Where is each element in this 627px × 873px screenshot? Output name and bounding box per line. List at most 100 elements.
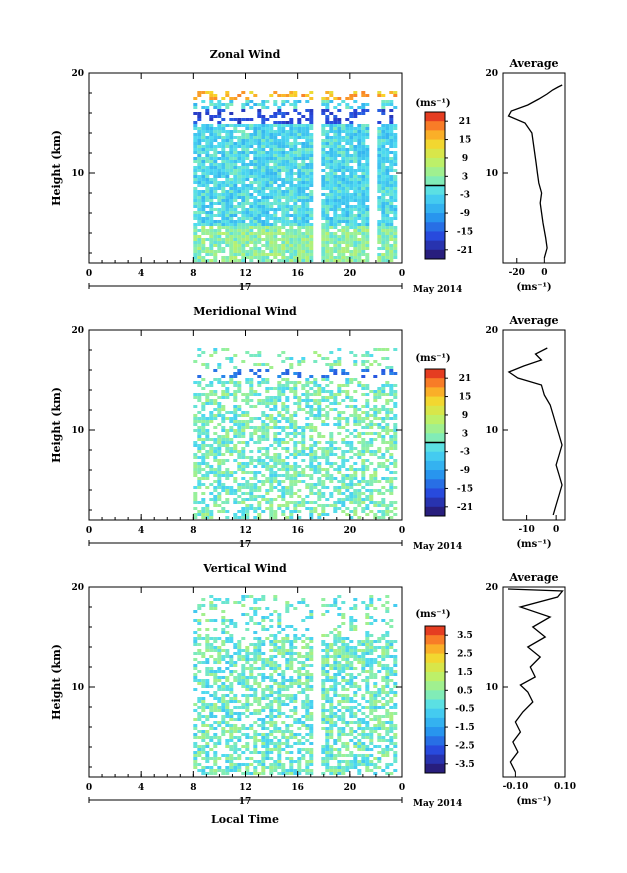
- heatmap-cell: [249, 145, 254, 148]
- heatmap-cell: [365, 480, 370, 483]
- heatmap-cell: [245, 667, 250, 670]
- heatmap-cell: [325, 163, 330, 166]
- heatmap-cell: [337, 384, 342, 387]
- heatmap-cell: [385, 643, 390, 646]
- heatmap-cell: [221, 211, 226, 214]
- heatmap-cell: [249, 133, 254, 136]
- heatmap-cell: [325, 256, 330, 259]
- heatmap-cell: [221, 658, 226, 661]
- heatmap-cell: [245, 208, 250, 211]
- heatmap-cell: [225, 229, 230, 232]
- heatmap-cell: [329, 151, 334, 154]
- heatmap-cell: [265, 172, 270, 175]
- heatmap-cell: [193, 652, 198, 655]
- heatmap-cell: [293, 256, 298, 259]
- heatmap-cell: [285, 625, 290, 628]
- heatmap-cell: [237, 712, 242, 715]
- heatmap-cell: [301, 133, 306, 136]
- heatmap-cell: [349, 679, 354, 682]
- heatmap-cell: [193, 709, 198, 712]
- heatmap-cell: [221, 163, 226, 166]
- heatmap-cell: [209, 139, 214, 142]
- heatmap-cell: [393, 655, 398, 658]
- heatmap-cell: [293, 172, 298, 175]
- heatmap-cell: [213, 223, 218, 226]
- heatmap-cell: [349, 235, 354, 238]
- heatmap-cell: [233, 157, 238, 160]
- heatmap-cell: [389, 510, 394, 513]
- heatmap-cell: [353, 378, 358, 381]
- heatmap-cell: [377, 259, 382, 262]
- heatmap-cell: [393, 459, 398, 462]
- heatmap-cell: [253, 127, 258, 130]
- heatmap-cell: [193, 727, 198, 730]
- heatmap-cell: [309, 724, 314, 727]
- heatmap-cell: [293, 492, 298, 495]
- heatmap-cell: [197, 348, 202, 351]
- heatmap-cell: [361, 208, 366, 211]
- heatmap-cell: [201, 250, 206, 253]
- heatmap-cell: [325, 217, 330, 220]
- heatmap-cell: [281, 148, 286, 151]
- heatmap-cell: [209, 601, 214, 604]
- heatmap-cell: [289, 697, 294, 700]
- heatmap-cell: [221, 157, 226, 160]
- heatmap-cell: [221, 97, 226, 100]
- heatmap-cell: [285, 504, 290, 507]
- heatmap-cell: [205, 634, 210, 637]
- heatmap-cell: [357, 483, 362, 486]
- heatmap-cell: [369, 601, 374, 604]
- heatmap-cell: [297, 241, 302, 244]
- heatmap-cell: [245, 232, 250, 235]
- heatmap-cell: [389, 471, 394, 474]
- heatmap-cell: [333, 447, 338, 450]
- heatmap-cell: [293, 202, 298, 205]
- heatmap-cell: [373, 676, 378, 679]
- heatmap-cell: [281, 393, 286, 396]
- heatmap-cell: [197, 381, 202, 384]
- heatmap-cell: [329, 465, 334, 468]
- heatmap-cell: [205, 259, 210, 262]
- heatmap-cell: [345, 241, 350, 244]
- heatmap-cell: [281, 184, 286, 187]
- heatmap-cell: [201, 232, 206, 235]
- heatmap-cell: [253, 429, 258, 432]
- heatmap-cell: [257, 160, 262, 163]
- heatmap-cell: [301, 444, 306, 447]
- heatmap-cell: [241, 199, 246, 202]
- heatmap-cell: [357, 199, 362, 202]
- heatmap-cell: [333, 658, 338, 661]
- heatmap-cell: [393, 187, 398, 190]
- heatmap-cell: [253, 667, 258, 670]
- heatmap-cell: [293, 396, 298, 399]
- heatmap-cell: [341, 229, 346, 232]
- heatmap-cell: [289, 220, 294, 223]
- heatmap-cell: [217, 244, 222, 247]
- heatmap-cell: [293, 640, 298, 643]
- heatmap-cell: [353, 172, 358, 175]
- heatmap-cell: [281, 426, 286, 429]
- heatmap-cell: [361, 441, 366, 444]
- heatmap-cell: [265, 214, 270, 217]
- heatmap-cell: [285, 399, 290, 402]
- heatmap-cell: [229, 655, 234, 658]
- heatmap-cell: [249, 378, 254, 381]
- heatmap-cell: [377, 640, 382, 643]
- heatmap-cell: [257, 480, 262, 483]
- heatmap-cell: [257, 127, 262, 130]
- heatmap-cell: [257, 393, 262, 396]
- heatmap-cell: [253, 363, 258, 366]
- heatmap-cell: [221, 694, 226, 697]
- heatmap-cell: [321, 486, 326, 489]
- colorbar-segment: [425, 378, 445, 388]
- heatmap-cell: [229, 715, 234, 718]
- heatmap-cell: [217, 142, 222, 145]
- heatmap-cell: [281, 492, 286, 495]
- heatmap-cell: [205, 670, 210, 673]
- heatmap-cell: [217, 100, 222, 103]
- heatmap-cell: [361, 426, 366, 429]
- heatmap-cell: [281, 468, 286, 471]
- heatmap-cell: [361, 223, 366, 226]
- heatmap-cell: [377, 727, 382, 730]
- heatmap-cell: [289, 453, 294, 456]
